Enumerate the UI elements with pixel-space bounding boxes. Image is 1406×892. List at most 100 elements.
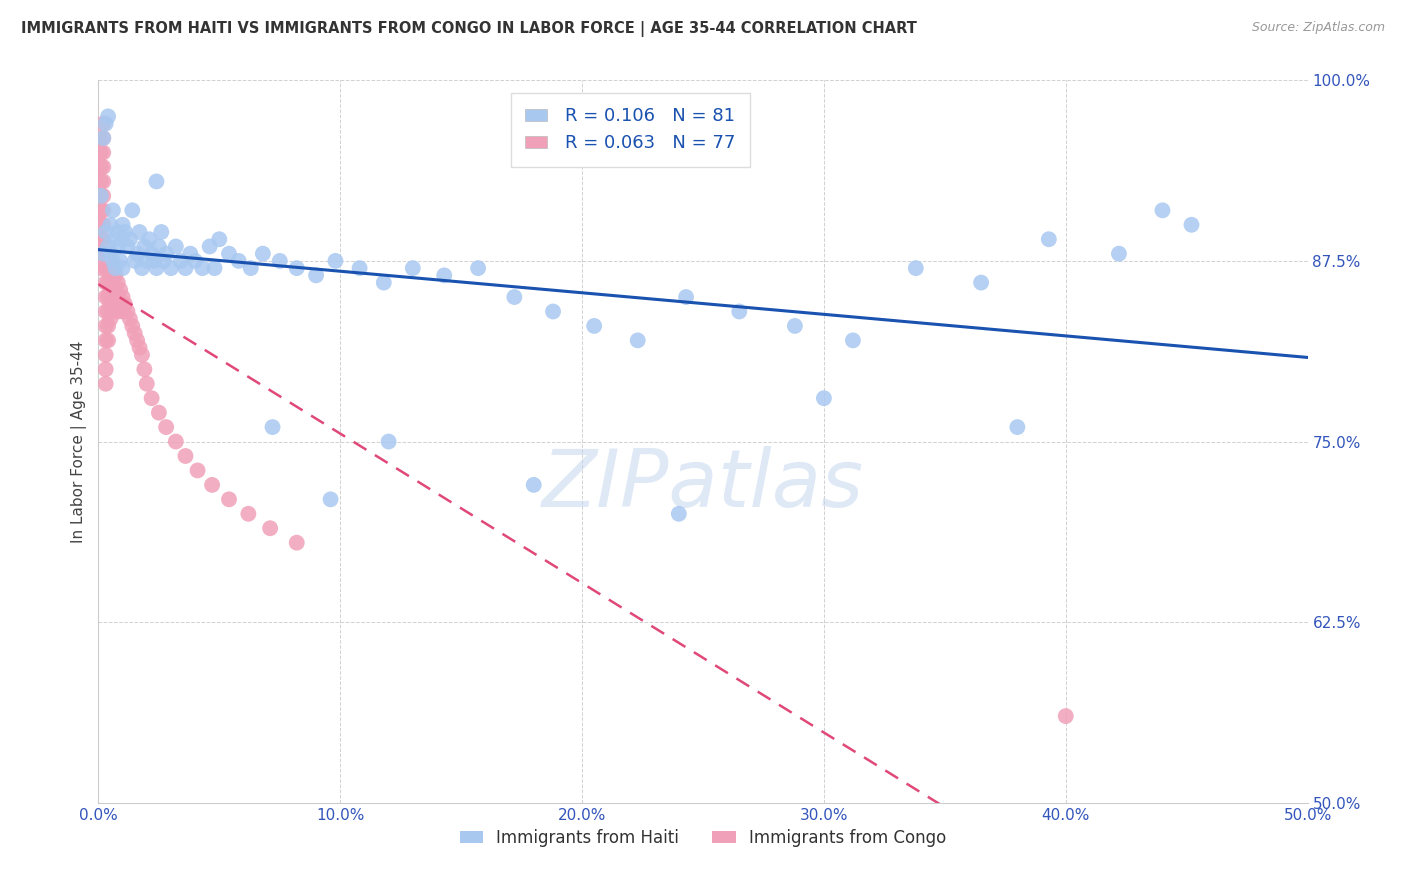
Point xyxy=(1054,709,1077,723)
Point xyxy=(155,246,177,260)
Point xyxy=(541,304,564,318)
Point xyxy=(842,334,865,348)
Point xyxy=(174,449,197,463)
Point xyxy=(305,268,328,283)
Point xyxy=(107,225,129,239)
Point xyxy=(583,318,606,333)
Point xyxy=(118,232,141,246)
Point xyxy=(94,362,117,376)
Point xyxy=(94,334,117,348)
Point xyxy=(675,290,697,304)
Point xyxy=(134,362,156,376)
Point xyxy=(218,246,240,260)
Point xyxy=(91,160,114,174)
Point xyxy=(107,304,129,318)
Point xyxy=(148,406,170,420)
Point xyxy=(90,246,112,260)
Point xyxy=(135,376,157,391)
Point xyxy=(114,225,136,239)
Point xyxy=(94,261,117,276)
Y-axis label: In Labor Force | Age 35-44: In Labor Force | Age 35-44 xyxy=(72,341,87,542)
Point xyxy=(285,261,308,276)
Point xyxy=(94,225,117,239)
Point xyxy=(94,117,117,131)
Point xyxy=(143,254,166,268)
Point xyxy=(191,261,214,276)
Point xyxy=(134,239,156,253)
Point xyxy=(94,304,117,318)
Point xyxy=(97,276,120,290)
Point xyxy=(1108,246,1130,260)
Point xyxy=(269,254,291,268)
Point xyxy=(101,261,124,276)
Point xyxy=(100,297,122,311)
Point xyxy=(101,276,124,290)
Point xyxy=(319,492,342,507)
Point xyxy=(97,239,120,253)
Point xyxy=(124,254,146,268)
Point xyxy=(145,174,167,188)
Point xyxy=(128,225,150,239)
Point xyxy=(90,174,112,188)
Point xyxy=(97,318,120,333)
Point xyxy=(187,463,209,477)
Point xyxy=(91,189,114,203)
Point xyxy=(100,311,122,326)
Point xyxy=(117,239,139,253)
Point xyxy=(90,189,112,203)
Point xyxy=(117,304,139,318)
Point xyxy=(160,261,183,276)
Point xyxy=(179,246,201,260)
Point xyxy=(325,254,347,268)
Point xyxy=(104,297,127,311)
Point xyxy=(94,348,117,362)
Point xyxy=(373,276,395,290)
Point xyxy=(184,254,207,268)
Point xyxy=(104,268,127,283)
Point xyxy=(138,232,160,246)
Point xyxy=(402,261,425,276)
Point xyxy=(100,218,122,232)
Point xyxy=(94,376,117,391)
Point xyxy=(111,218,134,232)
Legend: Immigrants from Haiti, Immigrants from Congo: Immigrants from Haiti, Immigrants from C… xyxy=(453,822,953,854)
Point xyxy=(90,160,112,174)
Point xyxy=(108,254,131,268)
Point xyxy=(1180,218,1202,232)
Point xyxy=(131,348,153,362)
Point xyxy=(100,246,122,260)
Point xyxy=(904,261,927,276)
Point xyxy=(201,478,224,492)
Point xyxy=(91,203,114,218)
Point xyxy=(101,290,124,304)
Point xyxy=(728,304,751,318)
Point xyxy=(108,283,131,297)
Point xyxy=(349,261,371,276)
Point xyxy=(111,304,134,318)
Point xyxy=(783,318,806,333)
Point xyxy=(467,261,489,276)
Point xyxy=(150,225,173,239)
Point xyxy=(1038,232,1060,246)
Point xyxy=(91,131,114,145)
Point xyxy=(165,239,187,253)
Point xyxy=(127,246,149,260)
Point xyxy=(165,434,187,449)
Point xyxy=(152,254,174,268)
Point xyxy=(108,297,131,311)
Point xyxy=(118,311,141,326)
Point xyxy=(174,261,197,276)
Point xyxy=(523,478,546,492)
Point xyxy=(104,261,127,276)
Point xyxy=(228,254,250,268)
Point xyxy=(91,131,114,145)
Point xyxy=(100,268,122,283)
Point xyxy=(131,261,153,276)
Point xyxy=(970,276,993,290)
Point xyxy=(90,131,112,145)
Point xyxy=(111,261,134,276)
Point xyxy=(91,145,114,160)
Point xyxy=(101,304,124,318)
Point xyxy=(218,492,240,507)
Point xyxy=(91,174,114,188)
